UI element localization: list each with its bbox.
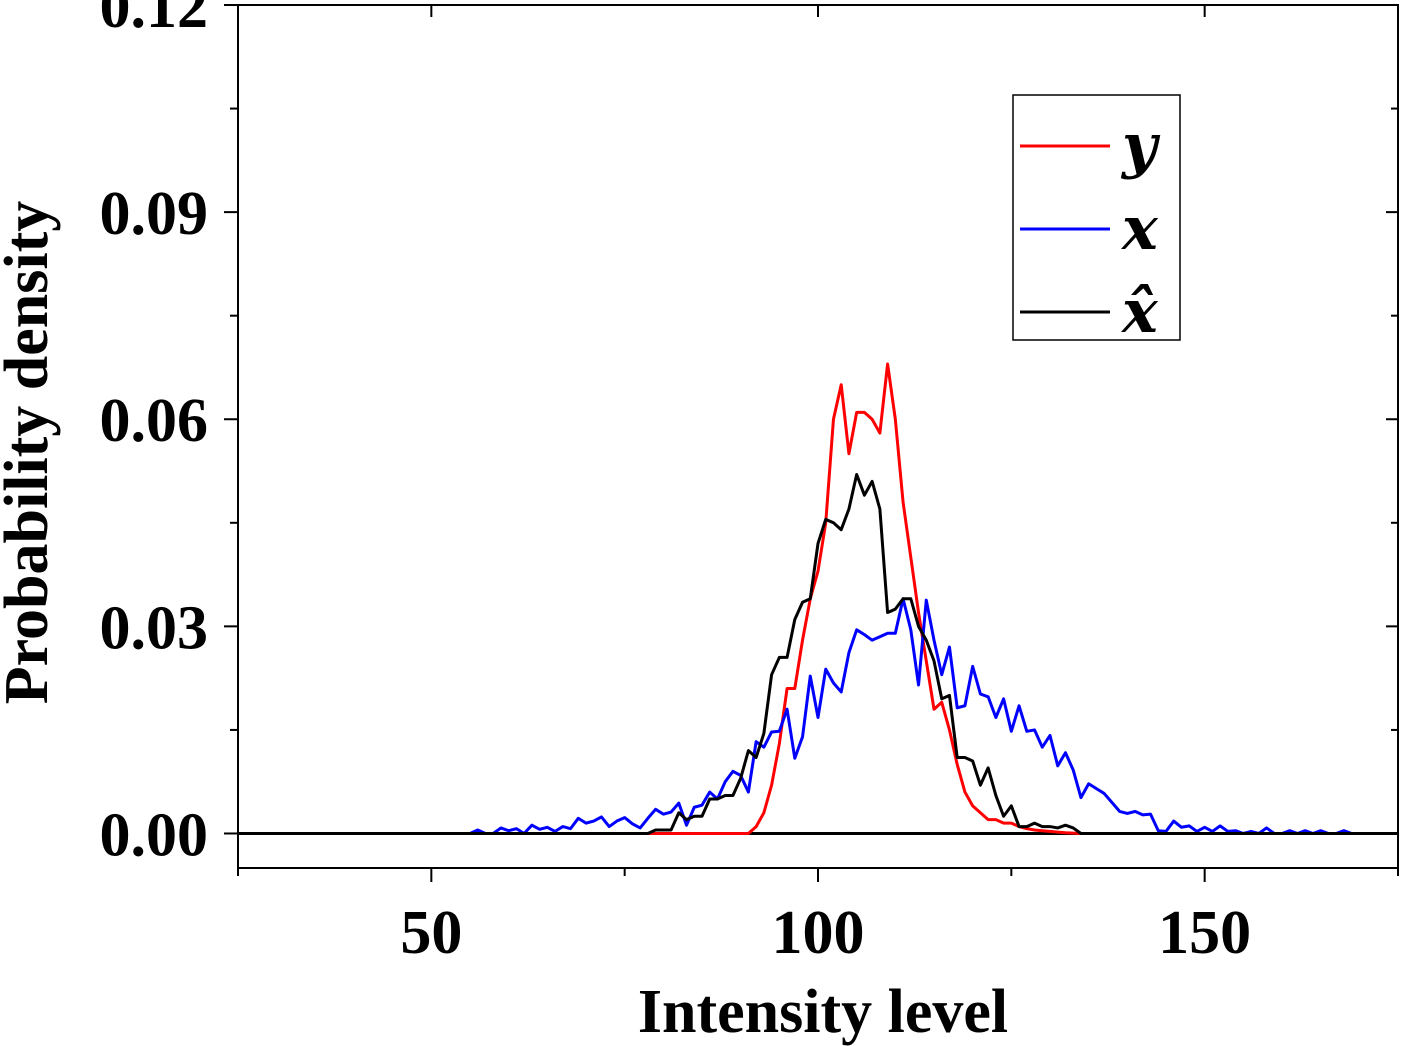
series-lines (238, 362, 1398, 835)
y-tick-label: 0.00 (100, 801, 209, 869)
series-line-x (238, 597, 1398, 835)
series-line-x-hat (238, 472, 1398, 835)
legend-box (1012, 94, 1181, 341)
legend-label-y: y (1120, 111, 1161, 181)
x-tick-label: 150 (1158, 899, 1251, 967)
y-tick-label: 0.03 (100, 594, 209, 662)
y-tick-label: 0.12 (100, 0, 209, 41)
x-tick-label: 100 (772, 899, 865, 967)
y-tick-label: 0.09 (100, 180, 209, 248)
plot-border (237, 4, 1399, 869)
x-axis-ticks: 50 100 150 (237, 5, 1399, 967)
legend-label-x-hat: x̂ (1120, 277, 1159, 347)
x-axis-title: Intensity level (638, 978, 1008, 1046)
legend: yx x̂ (1012, 94, 1181, 347)
y-axis-ticks: 0.00 0.03 0.06 0.09 0.12 (100, 0, 1398, 869)
series-line-y (238, 362, 1398, 835)
legend-label-x: x (1120, 194, 1159, 264)
x-tick-label: 50 (400, 899, 462, 967)
plot-frame (237, 4, 1399, 869)
y-axis-title: Probability density (0, 201, 61, 705)
y-tick-label: 0.06 (100, 387, 209, 455)
